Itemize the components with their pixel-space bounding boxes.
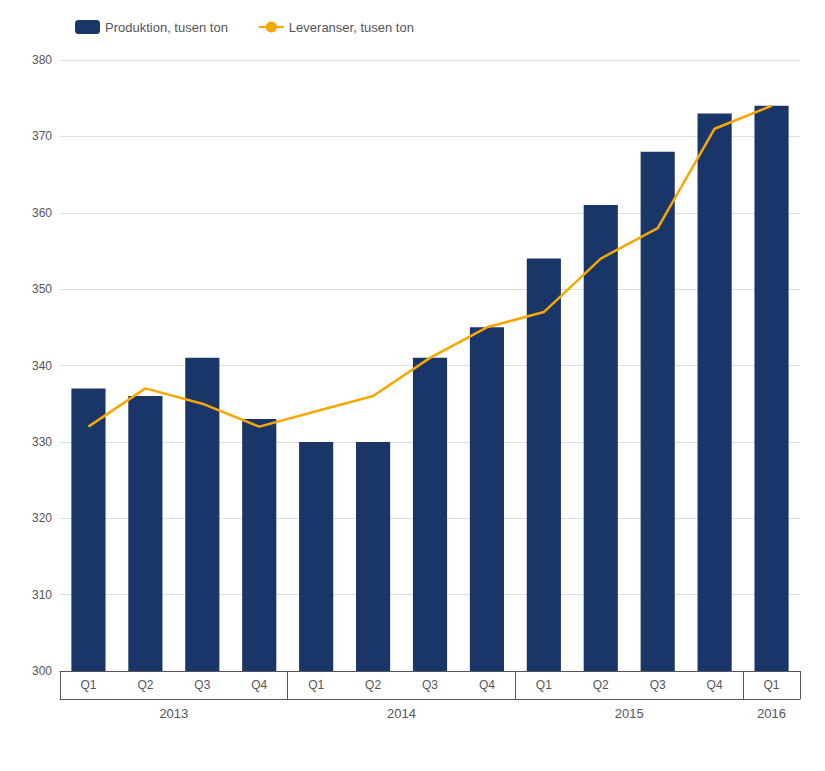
svg-text:Produktion, tusen ton: Produktion, tusen ton (105, 20, 228, 35)
svg-text:380: 380 (32, 53, 52, 67)
svg-text:Q1: Q1 (80, 678, 96, 692)
svg-text:Q3: Q3 (650, 678, 666, 692)
svg-text:370: 370 (32, 129, 52, 143)
svg-text:Q2: Q2 (137, 678, 153, 692)
svg-text:Q3: Q3 (194, 678, 210, 692)
svg-text:320: 320 (32, 511, 52, 525)
svg-text:Q1: Q1 (308, 678, 324, 692)
svg-text:Q2: Q2 (593, 678, 609, 692)
svg-text:Leveranser, tusen ton: Leveranser, tusen ton (289, 20, 414, 35)
svg-text:2014: 2014 (387, 706, 416, 721)
svg-text:Q4: Q4 (251, 678, 267, 692)
svg-text:Q3: Q3 (422, 678, 438, 692)
svg-text:Q1: Q1 (536, 678, 552, 692)
svg-text:2013: 2013 (159, 706, 188, 721)
svg-text:2016: 2016 (757, 706, 786, 721)
svg-text:Q2: Q2 (365, 678, 381, 692)
svg-text:350: 350 (32, 282, 52, 296)
svg-text:2015: 2015 (615, 706, 644, 721)
svg-text:Q4: Q4 (479, 678, 495, 692)
svg-text:300: 300 (32, 664, 52, 678)
svg-text:310: 310 (32, 588, 52, 602)
svg-text:Q4: Q4 (707, 678, 723, 692)
svg-text:Q1: Q1 (764, 678, 780, 692)
svg-text:330: 330 (32, 435, 52, 449)
svg-text:360: 360 (32, 206, 52, 220)
svg-text:340: 340 (32, 359, 52, 373)
